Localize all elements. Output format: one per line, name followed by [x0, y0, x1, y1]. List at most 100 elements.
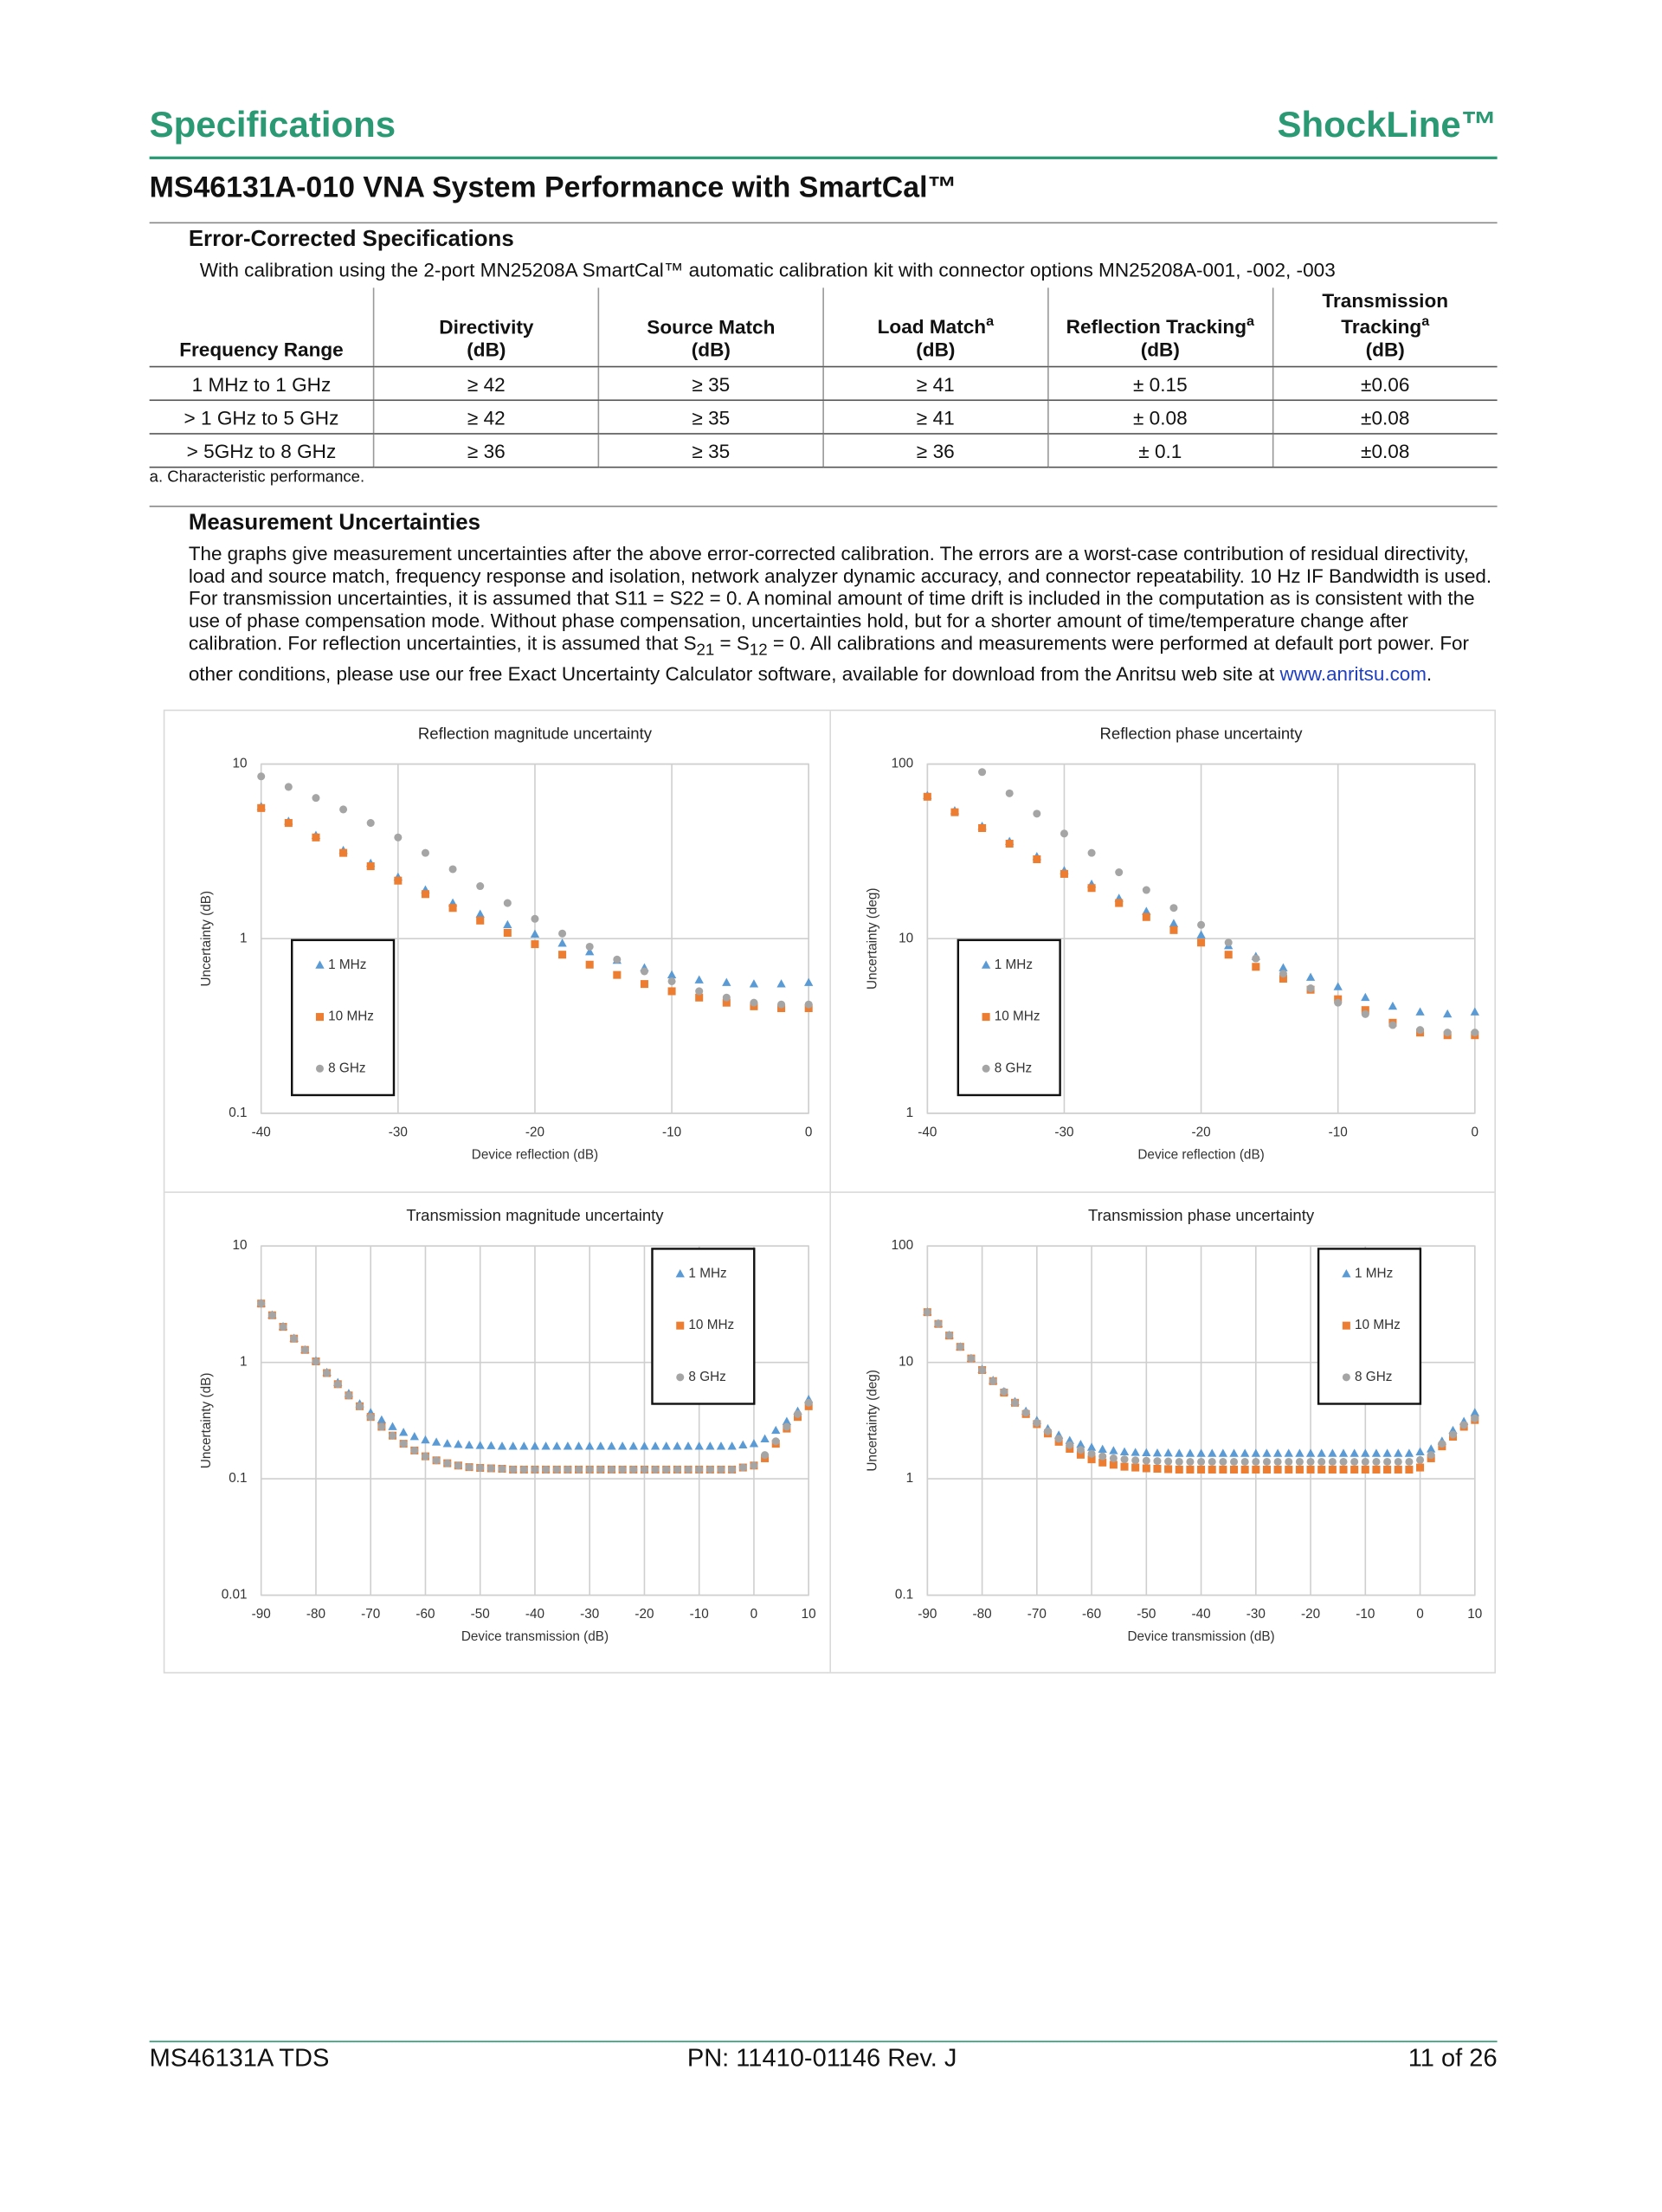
marker-triangle [628, 1441, 638, 1450]
x-tick-label: 0 [805, 1125, 813, 1140]
y-tick-label: 0.1 [229, 1471, 247, 1486]
marker-square [950, 808, 959, 816]
marker-circle [662, 1465, 671, 1474]
y-tick-label: 10 [899, 1355, 913, 1370]
marker-triangle [596, 1441, 606, 1450]
marker-circle [794, 1409, 802, 1418]
marker-circle [399, 1440, 408, 1448]
table-cell: ± 0.08 [1047, 400, 1273, 435]
x-tick-label: -20 [635, 1607, 654, 1622]
chart-panel: Transmission phase uncertainty 0.1 1 10 100-… [831, 1193, 1498, 1675]
marker-circle [1328, 1457, 1337, 1466]
marker-circle [1208, 1457, 1216, 1466]
marker-triangle [1218, 1448, 1228, 1457]
legend-label: 8 GHz [328, 1061, 365, 1075]
marker-triangle [431, 1437, 441, 1446]
x-axis-title: Device reflection (dB) [1137, 1147, 1264, 1162]
legend-label: 10 MHz [1355, 1318, 1401, 1332]
marker-circle [323, 1369, 332, 1377]
footer-left: MS46131A TDS [149, 2043, 330, 2072]
series [257, 1299, 813, 1474]
marker-circle [1240, 1457, 1249, 1466]
marker-triangle [1415, 1007, 1425, 1016]
table-row: > 5GHz to 8 GHz ≥ 36 ≥ 35 ≥ 36 ± 0.1 ±0.08 [149, 433, 1498, 468]
marker-circle [1197, 920, 1206, 929]
y-tick-label: 100 [892, 757, 914, 771]
marker-square [394, 876, 403, 885]
marker-triangle [1152, 1448, 1163, 1457]
marker-circle [1054, 1435, 1063, 1443]
marker-square [1060, 869, 1068, 878]
section-heading: Measurement Uncertainties [188, 511, 480, 535]
marker-circle [531, 914, 539, 923]
marker-triangle [640, 1441, 649, 1450]
footer-rule [149, 2041, 1498, 2042]
column-header: Transmission Trackinga (dB) [1272, 287, 1498, 368]
marker-triangle [722, 977, 731, 986]
x-tick-label: -60 [1082, 1607, 1101, 1622]
marker-triangle [1208, 1448, 1217, 1457]
marker-circle [345, 1391, 353, 1400]
marker-circle [531, 1465, 539, 1474]
marker-circle [388, 1431, 397, 1440]
marker-triangle [486, 1441, 496, 1449]
marker-circle [761, 1451, 770, 1460]
legend-box [1317, 1248, 1422, 1405]
marker-triangle [1185, 1448, 1195, 1457]
marker-circle [945, 1331, 954, 1339]
chart-panel: Reflection magnitude uncertainty 0.1 1 10 -4… [164, 711, 831, 1193]
marker-square [1350, 1465, 1359, 1474]
marker-triangle [782, 1416, 792, 1425]
marker-triangle [1404, 1448, 1414, 1457]
marker-triangle [1328, 1448, 1337, 1457]
marker-circle [1394, 1457, 1402, 1466]
marker-circle [1405, 1457, 1414, 1466]
marker-circle [728, 1465, 737, 1474]
header-label: Frequency Range [179, 338, 344, 361]
marker-circle [312, 794, 320, 803]
text: = 0. All calibrations and measurements w… [188, 631, 1469, 685]
column-header: Source Match (dB) [597, 287, 824, 368]
link[interactable]: www.anritsu.com [1279, 661, 1427, 685]
marker-triangle [1382, 1448, 1392, 1457]
marker-triangle [1098, 1444, 1107, 1453]
marker-circle [738, 1463, 747, 1472]
marker-circle [629, 1465, 638, 1474]
marker-triangle [1272, 1448, 1283, 1457]
marker-square [667, 987, 676, 996]
marker-triangle [1427, 1444, 1436, 1453]
marker-circle [1076, 1446, 1085, 1454]
marker-circle [978, 1365, 987, 1374]
table-cell: ≥ 36 [822, 433, 1048, 468]
marker-square [978, 823, 987, 832]
marker-square [982, 1013, 990, 1022]
marker-square [1328, 1465, 1337, 1474]
y-tick-label: 1 [906, 1471, 914, 1486]
legend-label: 10 MHz [995, 1009, 1040, 1024]
marker-triangle [1305, 1448, 1316, 1457]
y-tick-label: 10 [899, 931, 913, 945]
marker-circle [1285, 1457, 1293, 1466]
marker-triangle [503, 919, 512, 929]
y-tick-label: 1 [240, 1355, 248, 1370]
marker-square [312, 833, 320, 842]
marker-square [1087, 1455, 1096, 1464]
marker-circle [267, 1311, 276, 1319]
text: = S [714, 631, 750, 655]
x-tick-label: -10 [1356, 1607, 1375, 1622]
x-tick-label: 0 [1472, 1125, 1479, 1140]
x-tick-label: 10 [1467, 1607, 1482, 1622]
header-row: Frequency Range Directivity (dB) Source Mat… [149, 287, 1498, 368]
marker-square [1252, 963, 1260, 971]
marker-triangle [1109, 1446, 1118, 1454]
chart: Transmission phase uncertainty0.1110100-… [865, 1206, 1482, 1644]
marker-circle [1033, 1418, 1041, 1427]
marker-circle [410, 1446, 419, 1454]
marker-triangle [552, 1441, 562, 1450]
legend-box [291, 938, 396, 1097]
marker-circle [1142, 886, 1150, 894]
marker-triangle [675, 1268, 685, 1278]
chart: Transmission magnitude uncertainty 0.01 0.… [199, 1206, 816, 1644]
marker-triangle [585, 1441, 595, 1450]
marker-circle [1471, 1029, 1479, 1037]
